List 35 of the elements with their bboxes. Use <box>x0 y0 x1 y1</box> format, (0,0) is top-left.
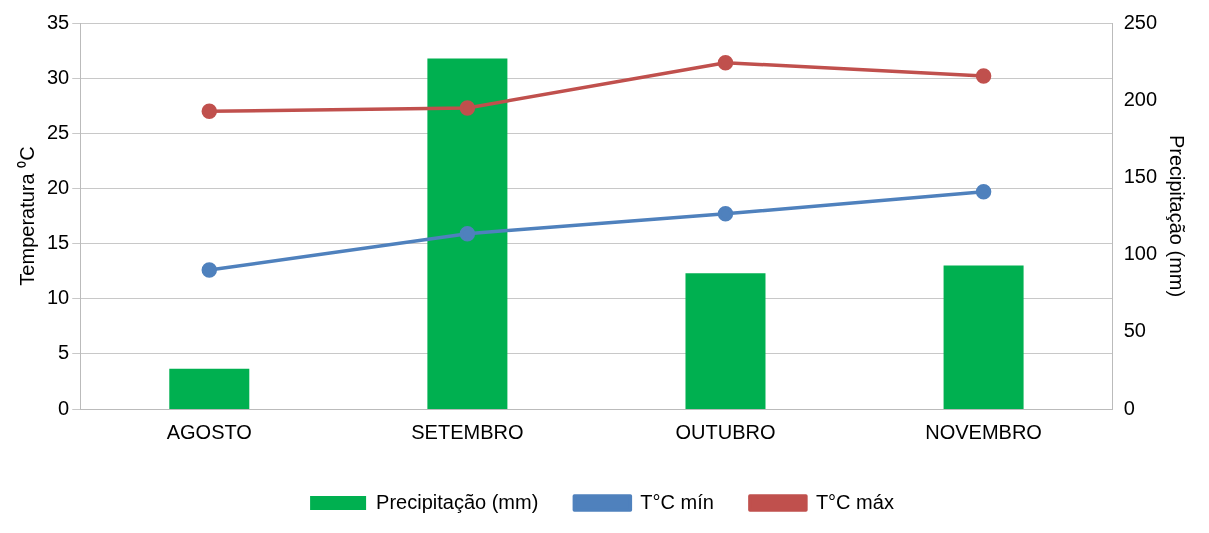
y2-tick-label: 150 <box>1123 164 1158 187</box>
y2-axis-title: Precipitação (mm) <box>1166 134 1189 298</box>
point <box>717 54 734 71</box>
x-tick-label: AGOSTO <box>166 420 252 443</box>
y-tick-label: 20 <box>47 175 70 198</box>
y-tick-label: 5 <box>58 341 70 364</box>
y-tick-label: 15 <box>47 231 70 254</box>
y-tick-label: 35 <box>47 10 70 33</box>
legend-label: T°C máx <box>815 490 894 513</box>
x-tick-label: SETEMBRO <box>411 420 524 443</box>
y-tick-label: 10 <box>47 286 70 309</box>
point <box>975 68 992 84</box>
y-axis-title: Temperatura ⁰C <box>15 146 38 286</box>
point <box>975 183 992 200</box>
point <box>717 206 734 222</box>
point <box>201 103 218 119</box>
bar <box>943 265 1024 409</box>
legend-label: T°C mín <box>640 490 714 513</box>
bar <box>685 273 766 409</box>
bar <box>427 58 508 409</box>
y2-tick-label: 200 <box>1123 87 1158 110</box>
bar <box>169 368 250 409</box>
point <box>459 100 476 116</box>
y2-tick-label: 250 <box>1123 10 1158 33</box>
y2-tick-label: 100 <box>1123 242 1158 265</box>
point <box>201 262 218 278</box>
y-tick-label: 0 <box>58 396 70 419</box>
x-tick-label: NOVEMBRO <box>925 420 1042 443</box>
y-tick-label: 25 <box>47 120 70 143</box>
point <box>459 225 476 242</box>
x-tick-label: OUTUBRO <box>675 420 776 443</box>
y-tick-label: 30 <box>47 65 70 88</box>
legend-label: Precipitação (mm) <box>376 490 539 513</box>
y2-tick-label: 50 <box>1123 319 1146 342</box>
y2-tick-label: 0 <box>1123 396 1135 419</box>
